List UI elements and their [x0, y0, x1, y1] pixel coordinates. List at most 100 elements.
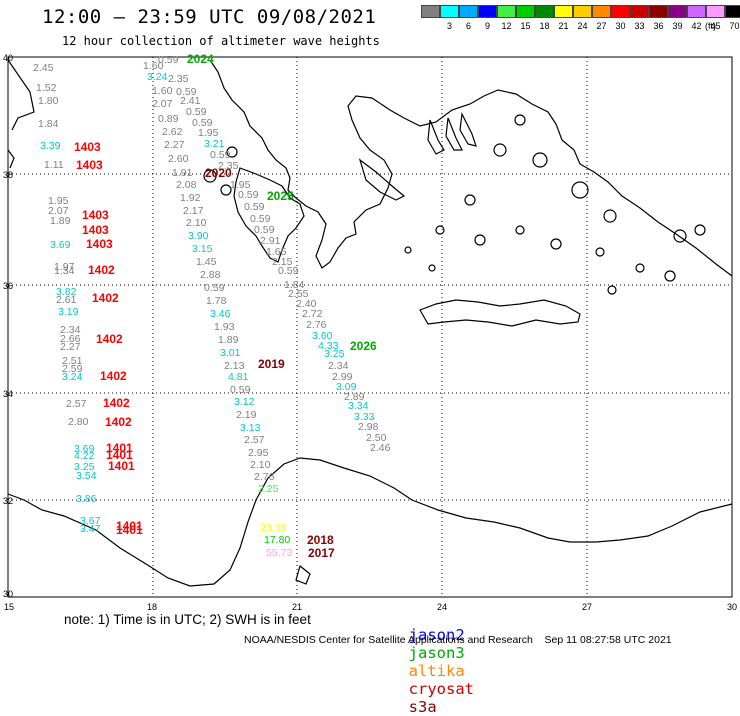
wave-height-value: 2.95 — [248, 447, 269, 459]
pass-label: 1401 — [106, 448, 133, 462]
pass-label: 1402 — [100, 369, 127, 383]
wave-height-value: 2.99 — [332, 371, 353, 383]
north-africa-coast — [7, 457, 733, 587]
svg-text:32: 32 — [3, 496, 13, 506]
pass-label: 2025 — [267, 189, 294, 203]
satellite-legend-item: cryosat — [408, 680, 474, 698]
wave-height-value: 2.35 — [168, 73, 189, 85]
greece-coast — [209, 59, 733, 277]
wave-height-value: 2.46 — [370, 442, 391, 454]
scale-swatch: 24 — [573, 5, 592, 31]
wave-height-value: 2.57 — [244, 434, 265, 446]
wave-height-value: 2.76 — [306, 319, 327, 331]
wave-height-value: 2.10 — [186, 217, 207, 229]
wave-height-value: 3.33 — [354, 411, 375, 423]
wave-height-value: 2.27 — [60, 341, 81, 353]
wave-height-value: 4.81 — [228, 371, 249, 383]
wave-height-value: 2.89 — [344, 391, 365, 403]
svg-text:30: 30 — [3, 589, 13, 599]
scale-tick-label: 21 — [558, 21, 569, 31]
wave-height-value: 0.59 — [192, 117, 213, 129]
wave-height-value: 1.60 — [152, 85, 173, 97]
wave-height-value: 0.59 — [244, 201, 265, 213]
wave-height-value: 2.19 — [236, 409, 257, 421]
pass-label: 2017 — [308, 546, 335, 560]
wave-height-value: 0.59 — [250, 213, 271, 225]
pass-label: 1402 — [88, 263, 115, 277]
scale-swatch: 15 — [516, 5, 535, 31]
pass-label: 1402 — [96, 332, 123, 346]
scale-swatch: 6 — [459, 5, 478, 31]
scale-swatch: 27 — [592, 5, 611, 31]
wave-height-value: 2.08 — [176, 179, 197, 191]
wave-height-value: 2.66 — [60, 333, 81, 345]
wave-height-value: 1.45 — [196, 256, 217, 268]
pass-label: 1403 — [74, 140, 101, 154]
scale-tick-label: 9 — [484, 21, 490, 31]
svg-text:18: 18 — [147, 602, 157, 612]
wave-height-value: 2.40 — [296, 298, 317, 310]
wave-height-value: 2.76 — [254, 471, 275, 483]
wave-height-value: 2.10 — [250, 459, 271, 471]
wave-height-value: 2.98 — [358, 421, 379, 433]
wave-height-value: 2.15 — [272, 256, 293, 268]
wave-height-value: 3.54 — [76, 470, 97, 482]
pass-label: 1401 — [106, 441, 133, 455]
scale-swatch: 33 — [630, 5, 649, 31]
wave-height-value: 3.86 — [76, 493, 97, 505]
wave-height-value: 1.89 — [50, 215, 71, 227]
crete — [419, 299, 581, 327]
scale-swatch: 45 — [706, 5, 725, 31]
map-title: 12:00 – 23:59 UTC 09/08/2021 — [42, 6, 377, 28]
scale-swatch: 18 — [535, 5, 554, 31]
scale-tick-label: 27 — [596, 21, 607, 31]
longitude-labels: 15 18 21 24 27 30 — [4, 602, 737, 612]
wave-height-value: 2.62 — [162, 126, 183, 138]
wave-height-value: 1.34 — [54, 265, 75, 277]
wave-height-value: 1.95 — [48, 195, 69, 207]
svg-text:38: 38 — [3, 170, 13, 180]
wave-height-value: 1.92 — [180, 192, 201, 204]
scale-tick-label: 33 — [634, 21, 645, 31]
pass-label: 1401 — [116, 523, 143, 537]
wave-height-value: 0.59 — [186, 106, 207, 118]
wave-height-value: 3.24 — [62, 371, 83, 383]
scale-swatch: 70 — [725, 5, 740, 31]
satellite-legend-item: s3a — [408, 698, 437, 716]
wave-height-value: 2.50 — [366, 432, 387, 444]
wave-height-value: 0.59 — [176, 86, 197, 98]
wave-height-value: 3.39 — [40, 140, 61, 152]
wave-height-value: 3.90 — [188, 230, 209, 242]
wave-height-value: 23.36 — [260, 522, 286, 534]
wave-height-value: 2.59 — [62, 363, 83, 375]
scale-swatch: 9 — [478, 5, 497, 31]
scale-tick-label: 24 — [577, 21, 588, 31]
wave-height-value: 0.59 — [210, 149, 231, 161]
pass-label: 2026 — [350, 339, 377, 353]
scale-swatch — [421, 5, 440, 31]
pass-label: 1401 — [108, 459, 135, 473]
scale-tick-label: 30 — [615, 21, 626, 31]
svg-text:34: 34 — [3, 389, 13, 399]
pass-label: 2019 — [258, 357, 285, 371]
lat-lon-grid — [8, 57, 732, 597]
scale-tick-label: 3 — [446, 21, 452, 31]
wave-height-value: 3.46 — [210, 308, 231, 320]
satellite-legend: jason2 jason3 altika cryosat s3a — [390, 608, 474, 716]
wave-height-value: 1.60 — [143, 60, 164, 72]
wave-height-value: 0.59 — [230, 384, 251, 396]
scale-swatch: 39 — [668, 5, 687, 31]
footnote: note: 1) Time is in UTC; 2) SWH is in fe… — [64, 612, 311, 627]
wave-height-value: 2.72 — [302, 308, 323, 320]
wave-height-value: 2.34 — [328, 360, 349, 372]
wave-height-value: 2.13 — [224, 360, 245, 372]
wave-height-value: 3.60 — [312, 330, 333, 342]
wave-height-value: 3.12 — [234, 396, 255, 408]
scale-tick-label: 12 — [501, 21, 512, 31]
map-frame — [7, 56, 733, 598]
wave-height-value: 3.09 — [336, 381, 357, 393]
pass-label: 1403 — [76, 158, 103, 172]
wave-height-value: 2.45 — [33, 62, 54, 74]
wave-height-value: 3.01 — [220, 347, 241, 359]
wave-height-value: 3.69 — [74, 443, 95, 455]
